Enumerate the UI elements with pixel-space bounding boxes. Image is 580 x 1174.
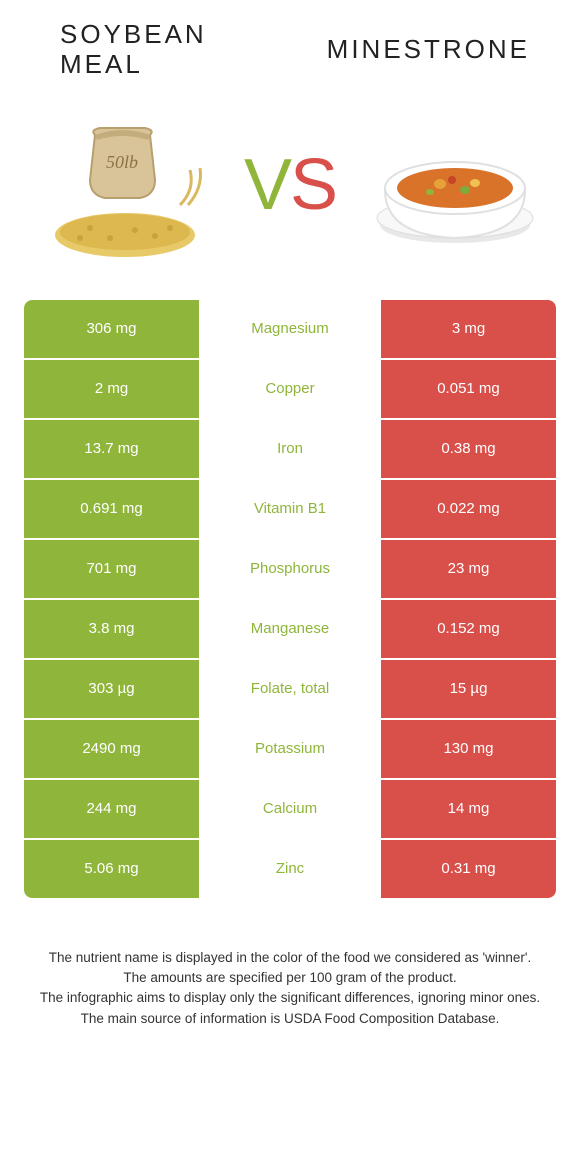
nutrient-label-cell: Phosphorus xyxy=(199,540,381,598)
left-value-cell: 13.7 mg xyxy=(24,420,199,478)
left-value-cell: 3.8 mg xyxy=(24,600,199,658)
table-row: 3.8 mgManganese0.152 mg xyxy=(24,600,556,658)
right-food-image xyxy=(365,105,545,265)
left-value-cell: 701 mg xyxy=(24,540,199,598)
table-row: 13.7 mgIron0.38 mg xyxy=(24,420,556,478)
left-value-cell: 244 mg xyxy=(24,780,199,838)
right-food-title: MINESTRONE xyxy=(295,35,540,65)
nutrient-label-cell: Potassium xyxy=(199,720,381,778)
right-value-cell: 3 mg xyxy=(381,300,556,358)
comparison-table: 306 mgMagnesium3 mg2 mgCopper0.051 mg13.… xyxy=(24,300,556,898)
vs-label: VS xyxy=(244,144,336,226)
table-row: 2 mgCopper0.051 mg xyxy=(24,360,556,418)
nutrient-label-cell: Vitamin B1 xyxy=(199,480,381,538)
nutrient-label-cell: Magnesium xyxy=(199,300,381,358)
nutrient-label-cell: Calcium xyxy=(199,780,381,838)
footnote-line-4: The main source of information is USDA F… xyxy=(30,1009,550,1029)
left-title-line1: SOYBEAN xyxy=(60,19,207,49)
footnote-line-3: The infographic aims to display only the… xyxy=(30,988,550,1008)
footnotes: The nutrient name is displayed in the co… xyxy=(30,948,550,1029)
left-value-cell: 5.06 mg xyxy=(24,840,199,898)
footnote-line-2: The amounts are specified per 100 gram o… xyxy=(30,968,550,988)
vs-v: V xyxy=(244,145,290,225)
footnote-line-1: The nutrient name is displayed in the co… xyxy=(30,948,550,968)
table-row: 701 mgPhosphorus23 mg xyxy=(24,540,556,598)
table-row: 0.691 mgVitamin B10.022 mg xyxy=(24,480,556,538)
table-row: 306 mgMagnesium3 mg xyxy=(24,300,556,358)
left-value-cell: 303 µg xyxy=(24,660,199,718)
left-value-cell: 306 mg xyxy=(24,300,199,358)
nutrient-label-cell: Manganese xyxy=(199,600,381,658)
left-value-cell: 2 mg xyxy=(24,360,199,418)
table-row: 2490 mgPotassium130 mg xyxy=(24,720,556,778)
vs-row: 50lb VS xyxy=(0,90,580,300)
left-value-cell: 2490 mg xyxy=(24,720,199,778)
table-row: 5.06 mgZinc0.31 mg xyxy=(24,840,556,898)
right-value-cell: 15 µg xyxy=(381,660,556,718)
right-value-cell: 23 mg xyxy=(381,540,556,598)
right-value-cell: 0.31 mg xyxy=(381,840,556,898)
left-food-image: 50lb xyxy=(35,105,215,265)
header: SOYBEAN MEAL MINESTRONE xyxy=(0,0,580,90)
nutrient-label-cell: Copper xyxy=(199,360,381,418)
right-value-cell: 130 mg xyxy=(381,720,556,778)
nutrient-label-cell: Folate, total xyxy=(199,660,381,718)
right-value-cell: 0.022 mg xyxy=(381,480,556,538)
table-row: 303 µgFolate, total15 µg xyxy=(24,660,556,718)
left-title-line2: MEAL xyxy=(60,49,143,79)
left-food-title: SOYBEAN MEAL xyxy=(40,20,295,80)
table-row: 244 mgCalcium14 mg xyxy=(24,780,556,838)
vs-s: S xyxy=(290,145,336,225)
right-value-cell: 0.051 mg xyxy=(381,360,556,418)
right-value-cell: 14 mg xyxy=(381,780,556,838)
right-value-cell: 0.152 mg xyxy=(381,600,556,658)
nutrient-label-cell: Zinc xyxy=(199,840,381,898)
nutrient-label-cell: Iron xyxy=(199,420,381,478)
left-value-cell: 0.691 mg xyxy=(24,480,199,538)
svg-text:50lb: 50lb xyxy=(106,152,138,172)
right-value-cell: 0.38 mg xyxy=(381,420,556,478)
